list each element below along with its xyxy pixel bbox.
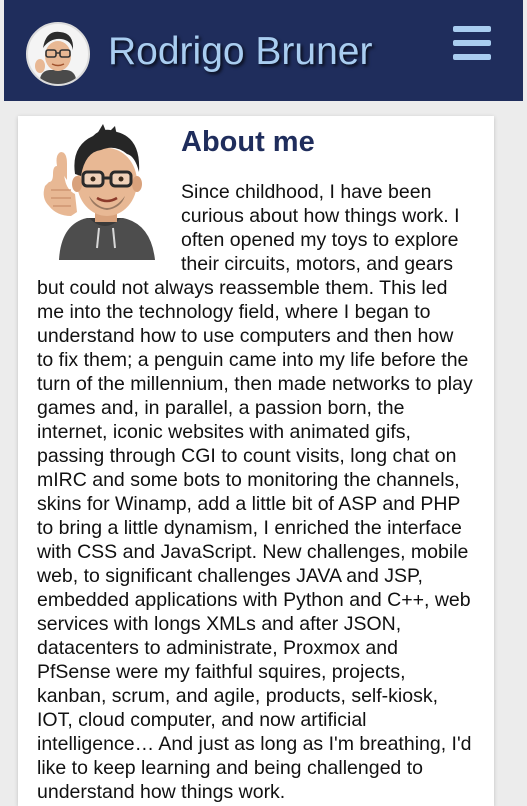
about-heading: About me: [181, 126, 315, 158]
hamburger-menu-icon: [453, 26, 491, 32]
avatar[interactable]: [26, 22, 90, 86]
hamburger-menu-button[interactable]: [453, 26, 493, 60]
site-title: Rodrigo Bruner: [108, 30, 373, 73]
profile-memoji-image: [37, 124, 167, 260]
memoji-avatar-icon: [35, 31, 76, 84]
hamburger-menu-icon-bar: [453, 54, 491, 60]
about-card: About me Since childhood, I have been cu…: [18, 116, 494, 806]
about-paragraph: Since childhood, I have been curious abo…: [37, 181, 473, 803]
site-header: Rodrigo Bruner: [4, 0, 523, 101]
memoji-thumbs-icon: [43, 124, 155, 260]
hamburger-menu-icon-bar: [453, 40, 491, 46]
